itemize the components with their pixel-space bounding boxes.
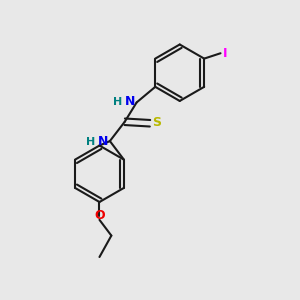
Text: S: S — [152, 116, 161, 129]
Text: N: N — [98, 136, 108, 148]
Text: H: H — [86, 137, 96, 147]
Text: N: N — [125, 95, 135, 108]
Text: O: O — [94, 209, 105, 222]
Text: I: I — [223, 47, 227, 60]
Text: H: H — [113, 97, 122, 106]
